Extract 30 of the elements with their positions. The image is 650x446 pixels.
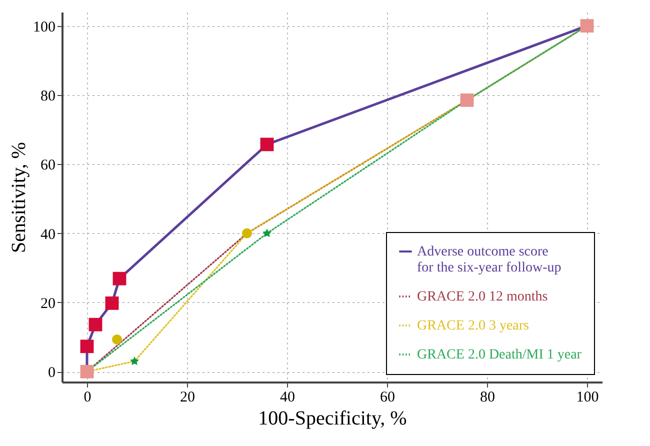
point xyxy=(460,93,474,107)
point xyxy=(105,296,119,310)
x-tick-label: 40 xyxy=(280,390,295,406)
point xyxy=(88,318,102,332)
y-tick-label: 60 xyxy=(40,158,56,174)
y-tick-label: 40 xyxy=(40,226,56,243)
x-axis-title: 100-Specificity, % xyxy=(258,408,407,430)
y-tick-label: 0 xyxy=(48,365,56,382)
point xyxy=(80,364,94,378)
legend-label: GRACE 2.0 Death/MI 1 year xyxy=(417,348,582,362)
y-axis-title: Sensitivity, % xyxy=(8,142,30,253)
x-tick-label: 0 xyxy=(84,390,92,406)
y-tick-label: 20 xyxy=(40,296,56,312)
legend-label: GRACE 2.0 3 years xyxy=(417,318,529,334)
x-tick-label: 100 xyxy=(576,390,599,406)
point xyxy=(130,356,140,366)
point xyxy=(242,228,252,238)
point xyxy=(112,272,126,286)
point xyxy=(80,340,94,354)
point xyxy=(262,228,272,238)
x-tick-label: 20 xyxy=(180,390,195,406)
point xyxy=(112,334,122,344)
point xyxy=(580,19,594,33)
x-tick-label: 60 xyxy=(380,390,395,406)
legend-label: Adverse outcome score for the six-year follow-up xyxy=(417,244,562,276)
y-tick-label: 100 xyxy=(33,19,56,36)
legend-label: GRACE 2.0 12 months xyxy=(417,290,548,304)
x-tick-label: 80 xyxy=(480,390,495,406)
point xyxy=(260,138,274,152)
y-tick-label: 80 xyxy=(40,88,56,104)
